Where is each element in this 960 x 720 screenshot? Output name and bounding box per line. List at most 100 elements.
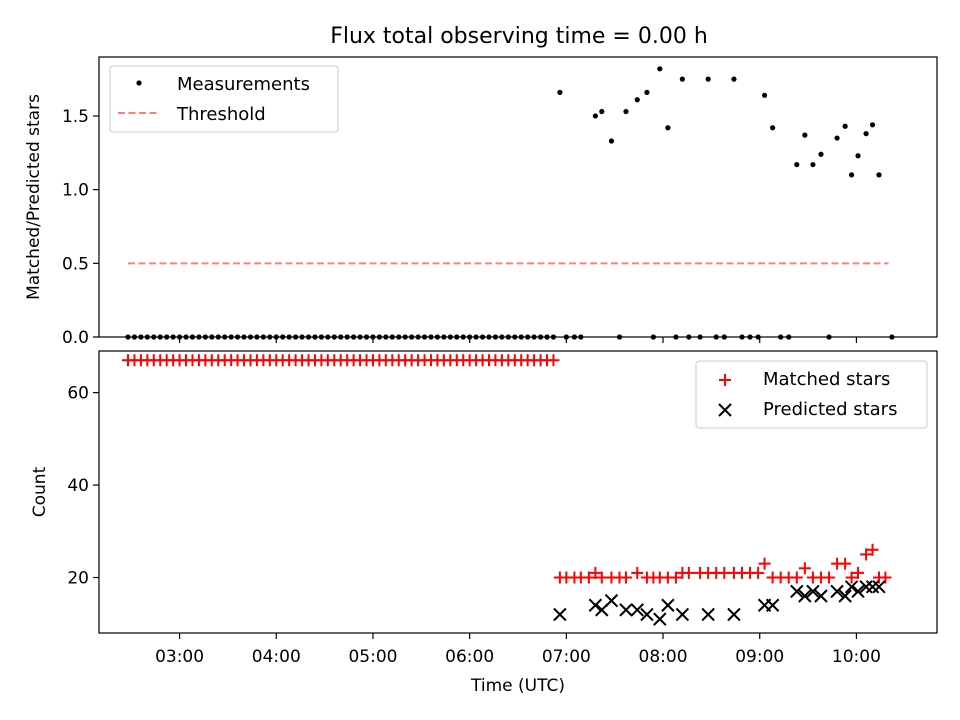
- measurement-point: [338, 334, 344, 340]
- measurement-point: [370, 334, 376, 340]
- measurement-point: [486, 334, 492, 340]
- measurements-legend-marker: [136, 80, 142, 86]
- measurement-point: [299, 334, 305, 340]
- measurement-point: [383, 334, 389, 340]
- matched-star-marker: [866, 543, 879, 556]
- x-tick-label: 09:00: [735, 647, 784, 667]
- measurement-point: [222, 334, 228, 340]
- measurement-point: [665, 125, 671, 131]
- top-title: Flux total observing time = 0.00 h: [330, 24, 708, 49]
- matched-star-marker: [798, 562, 811, 575]
- matched-stars-legend-marker: [719, 374, 731, 386]
- bottom-x-ticks: 03:00 04:00 05:00 06:00 07:00 08:00 09:00 10:00: [155, 633, 881, 667]
- measurement-point: [344, 334, 350, 340]
- measurement-point: [421, 334, 428, 340]
- measurement-point: [876, 172, 882, 178]
- measurement-point: [209, 334, 215, 340]
- measurement-point: [389, 334, 395, 340]
- bottom-y-axis-label: Count: [30, 466, 50, 517]
- x-tick-label: 05:00: [348, 647, 397, 667]
- measurement-point: [537, 334, 544, 340]
- measurement-point: [544, 334, 550, 340]
- measurement-point: [721, 334, 727, 340]
- measurement-point: [241, 334, 247, 340]
- predicted-star-marker: [814, 589, 828, 603]
- y-tick-label: 1.5: [62, 107, 89, 127]
- count-marks: [122, 354, 892, 626]
- measurement-point: [318, 334, 324, 340]
- predicted-star-marker: [675, 607, 690, 622]
- matched-star-marker: [682, 566, 695, 579]
- x-tick-label: 06:00: [445, 647, 494, 667]
- x-tick-label: 04:00: [252, 647, 301, 667]
- measurement-point: [697, 334, 703, 340]
- measurement-point: [396, 334, 402, 340]
- measurement-point: [125, 334, 131, 340]
- measurement-point: [460, 334, 466, 340]
- measurement-point: [305, 334, 312, 340]
- x-tick-label: 07:00: [542, 647, 591, 667]
- legend-label-matched-stars: Matched stars: [763, 369, 890, 390]
- predicted-star-marker: [865, 580, 880, 594]
- measurement-point: [657, 66, 663, 72]
- y-tick-label: 40: [67, 476, 89, 496]
- measurement-point: [686, 334, 692, 340]
- top-y-ticks: 0.0 0.5 1.0 1.5: [62, 107, 99, 348]
- matched-star-marker: [582, 571, 595, 584]
- y-tick-label: 20: [67, 569, 89, 589]
- measurement-point: [578, 334, 584, 340]
- predicted-star-marker: [661, 598, 675, 612]
- measurement-point: [826, 334, 832, 340]
- matched-star-marker: [758, 557, 771, 570]
- measurement-point: [810, 161, 816, 168]
- measurement-point: [196, 334, 202, 340]
- predicted-star-marker: [872, 580, 886, 594]
- measurement-point: [802, 132, 808, 138]
- predicted-star-marker: [859, 580, 873, 594]
- measurement-point: [428, 334, 434, 340]
- predicted-star-marker: [806, 584, 820, 599]
- y-tick-label: 0.0: [62, 328, 89, 348]
- predicted-star-marker: [630, 603, 644, 617]
- predicted-star-marker: [604, 593, 619, 608]
- measurement-point: [151, 334, 157, 340]
- matched-star-marker: [589, 566, 602, 579]
- measurement-point: [531, 334, 537, 340]
- measurement-point: [454, 334, 460, 340]
- bottom-legend-box: [695, 360, 928, 429]
- measurement-point: [770, 125, 776, 131]
- measurement-point: [592, 113, 598, 119]
- y-tick-label: 60: [67, 384, 89, 404]
- measurement-point: [131, 334, 138, 340]
- measurement-point: [351, 334, 357, 340]
- measurement-point: [260, 334, 266, 340]
- x-tick-label: 03:00: [155, 647, 204, 667]
- measurement-point: [189, 334, 196, 340]
- measurement-point: [215, 334, 221, 340]
- measurement-point: [563, 334, 569, 340]
- measurement-point: [492, 334, 499, 340]
- measurement-point: [623, 108, 629, 115]
- measurement-point: [138, 334, 144, 340]
- measurement-point: [786, 334, 792, 340]
- bottom-legend: Matched stars Predicted stars: [695, 360, 928, 429]
- measurement-point: [550, 334, 557, 340]
- predicted-star-marker: [765, 598, 780, 612]
- matched-star-marker: [619, 571, 632, 584]
- measurement-point: [473, 334, 479, 340]
- top-y-axis-label: Matched/Predicted stars: [24, 94, 44, 300]
- measurement-point: [679, 76, 685, 82]
- predicted-star-marker: [653, 612, 667, 626]
- measurement-point: [234, 334, 241, 340]
- predicted-star-marker: [790, 584, 804, 599]
- ratio-plot: 0.0 0.5 1.0 1.5: [62, 56, 938, 348]
- predicted-star-marker: [727, 607, 741, 622]
- measurement-point: [286, 334, 292, 340]
- predicted-star-marker: [851, 584, 865, 599]
- x-tick-label: 10:00: [832, 647, 881, 667]
- matched-star-marker: [852, 566, 865, 579]
- measurement-point: [739, 334, 745, 340]
- measurement-point: [402, 334, 408, 340]
- predicted-star-marker: [838, 589, 852, 603]
